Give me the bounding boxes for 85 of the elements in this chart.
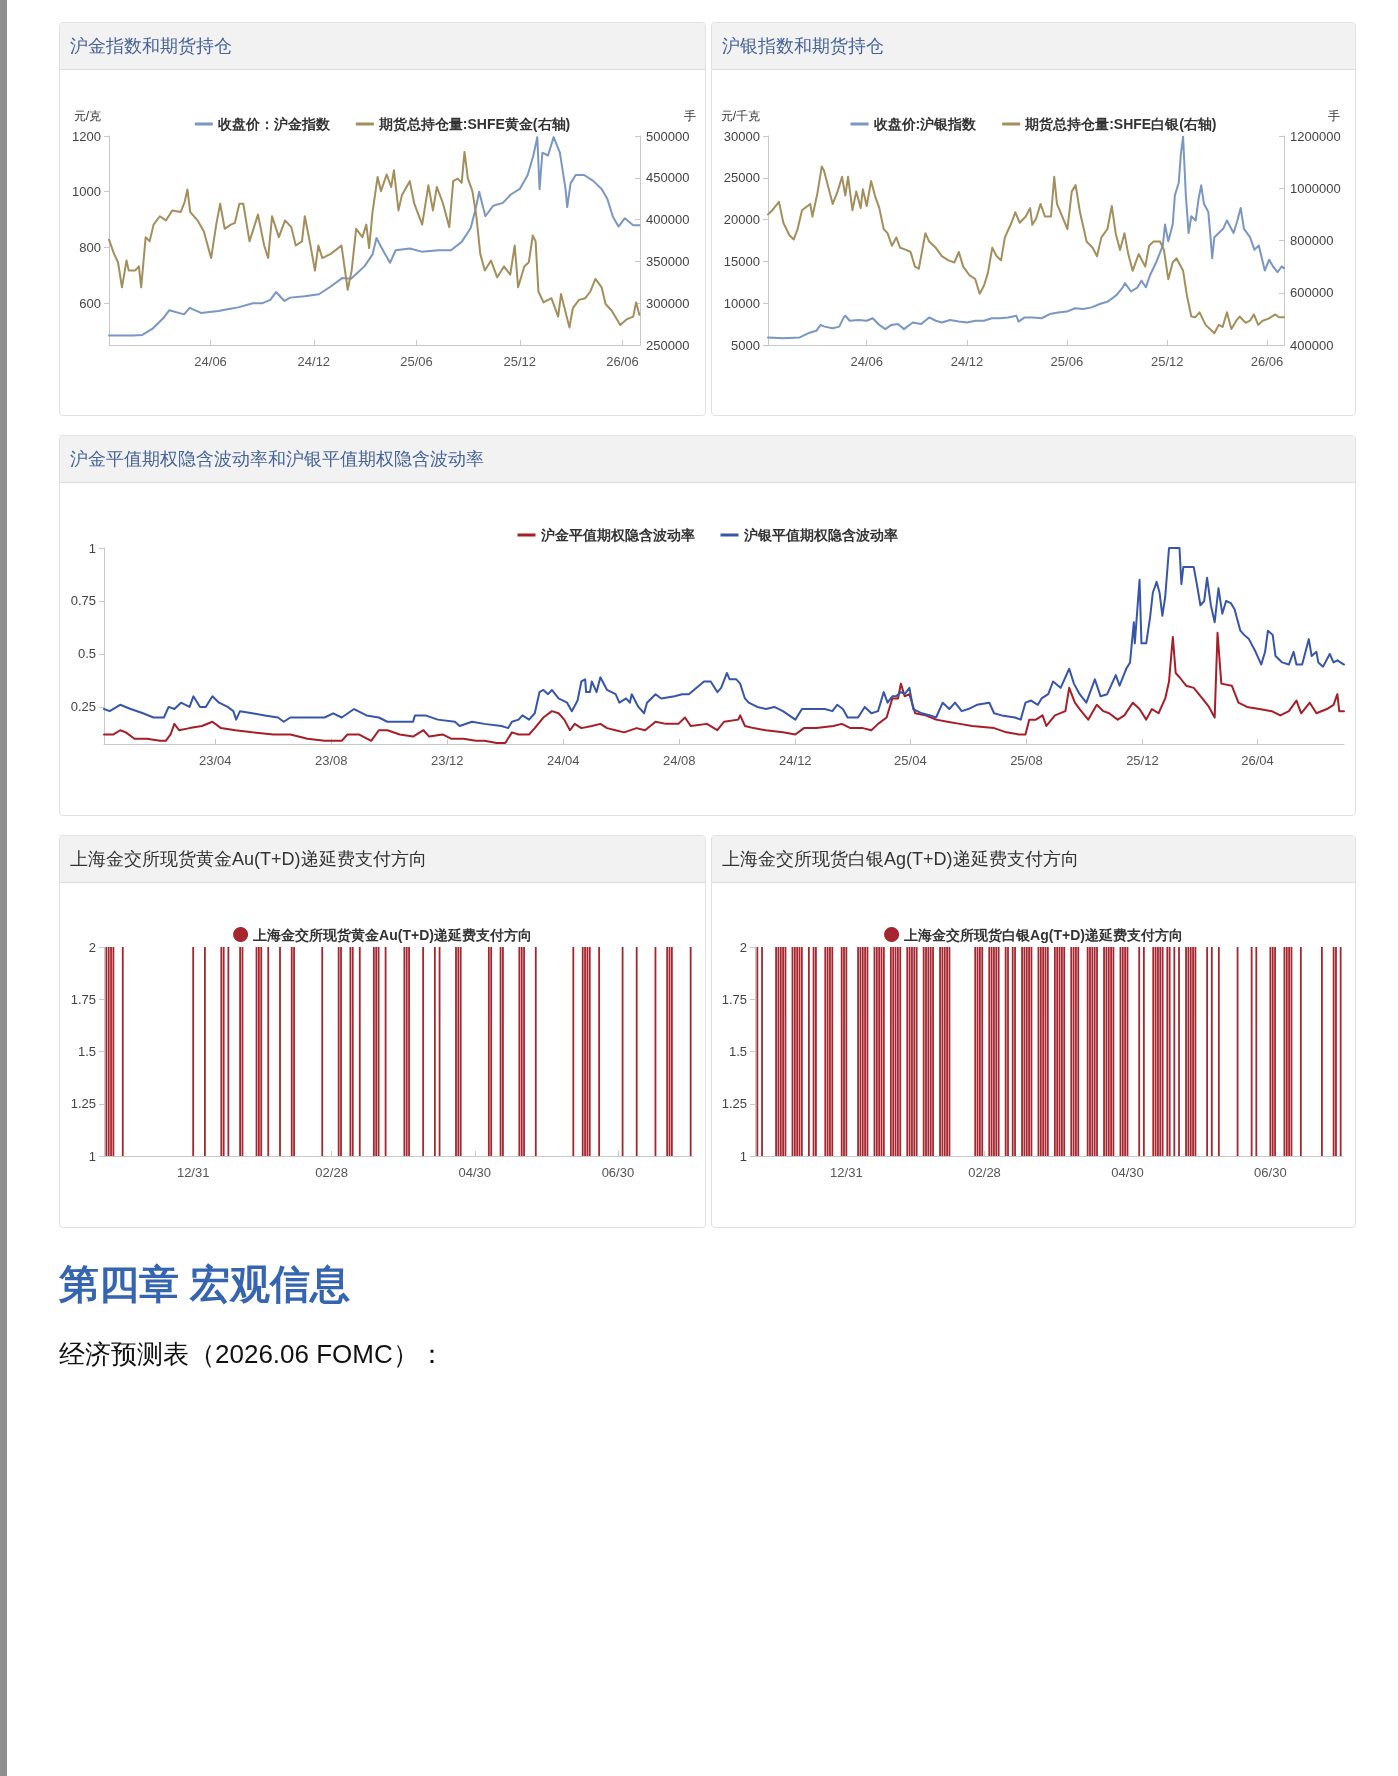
x-tick-label: 24/06 (850, 354, 883, 369)
y-tick-label: 10000 (723, 295, 760, 311)
text: 经济预测表（2026.06 FOMC）： (59, 1338, 445, 1371)
y-tick-label: 15000 (723, 253, 760, 269)
y2-tick-label: 1000000 (1290, 180, 1341, 196)
x-tick-label: 24/04 (547, 753, 580, 768)
y-tick-label: 0.25 (70, 699, 96, 715)
y-tick-label: 1 (88, 540, 96, 556)
x-tick-label: 24/06 (194, 354, 227, 369)
chart-title: 上海金交所现货黄金Au(T+D)递延费支付方向 (70, 848, 427, 871)
y-tick-label: 2 (88, 939, 96, 955)
y2-tick-label: 450000 (646, 170, 690, 186)
x-tick-label: 26/06 (1250, 354, 1284, 369)
legend-label: 收盘价：沪金指数 (217, 116, 331, 132)
y2-tick-label: 500000 (646, 128, 690, 144)
legend-label: 上海金交所现货黄金Au(T+D)递延费支付方向 (252, 926, 532, 943)
y2-tick-label: 600000 (1290, 285, 1334, 301)
y-tick-label: 600 (79, 295, 101, 311)
y-tick-label: 1200 (72, 128, 101, 144)
x-tick-label: 24/12 (950, 354, 984, 369)
y2-axis-title: 手 (1328, 109, 1340, 123)
line-series (103, 547, 1345, 730)
x-tick-label: 25/12 (1150, 354, 1184, 369)
legend-label: 沪金平值期权隐含波动率 (539, 527, 695, 543)
chart-title: 沪金指数和期货持仓 (70, 35, 232, 58)
y-axis-title: 元/千克 (720, 109, 760, 123)
x-tick-label: 25/06 (1050, 354, 1084, 369)
legend-label: 沪银平值期权隐含波动率 (742, 527, 898, 543)
x-tick-label: 06/30 (1254, 1165, 1287, 1180)
y-tick-label: 1 (739, 1148, 747, 1164)
y-tick-label: 1.5 (77, 1044, 96, 1059)
x-tick-label: 24/08 (663, 753, 696, 768)
y2-tick-label: 800000 (1290, 233, 1334, 248)
y-tick-label: 1000 (72, 184, 101, 200)
x-tick-label: 25/06 (400, 354, 433, 369)
x-tick-label: 04/30 (458, 1165, 492, 1180)
line-series (767, 165, 1285, 335)
text: 第四章 宏观信息 (59, 1261, 352, 1308)
x-tick-label: 26/04 (1241, 753, 1274, 768)
legend-label: 收盘价:沪银指数 (873, 116, 978, 132)
legend-label: 期货总持仓量:SHFE黄金(右轴) (377, 116, 571, 132)
x-tick-label: 25/12 (503, 354, 537, 369)
chart-title: 沪银指数和期货持仓 (722, 35, 884, 58)
x-tick-label: 04/30 (1111, 1165, 1144, 1180)
y-tick-label: 1.75 (721, 991, 747, 1007)
y-tick-label: 25000 (723, 170, 760, 186)
y-tick-label: 5000 (731, 337, 760, 353)
y-tick-label: 800 (79, 239, 101, 255)
x-tick-label: 02/28 (315, 1165, 348, 1180)
y-tick-label: 1.25 (721, 1096, 747, 1112)
y2-tick-label: 350000 (646, 253, 690, 269)
y-tick-label: 1.5 (728, 1044, 747, 1059)
y2-tick-label: 1200000 (1290, 128, 1341, 144)
x-tick-label: 12/31 (176, 1165, 210, 1180)
y-tick-label: 0.75 (70, 593, 96, 609)
x-tick-label: 02/28 (968, 1165, 1001, 1180)
y2-tick-label: 400000 (646, 212, 690, 228)
x-tick-label: 25/12 (1126, 753, 1159, 768)
legend-label: 上海金交所现货白银Ag(T+D)递延费支付方向 (903, 926, 1183, 943)
y2-axis-title: 手 (684, 109, 696, 123)
legend-label: 期货总持仓量:SHFE白银(右轴) (1024, 116, 1217, 132)
y-tick-label: 30000 (723, 128, 760, 144)
y-tick-label: 1.25 (70, 1096, 96, 1112)
y-tick-label: 2 (739, 939, 747, 955)
line-series (767, 135, 1285, 340)
x-tick-label: 23/08 (315, 753, 348, 768)
y-tick-label: 1 (88, 1148, 96, 1164)
x-tick-label: 06/30 (601, 1165, 635, 1180)
y2-tick-label: 300000 (646, 295, 690, 311)
x-tick-label: 23/12 (431, 753, 464, 768)
chart-title: 沪金平值期权隐含波动率和沪银平值期权隐含波动率 (70, 448, 484, 471)
y-tick-label: 1.75 (70, 991, 96, 1007)
x-tick-label: 24/12 (297, 354, 331, 369)
chart-title: 上海金交所现货白银Ag(T+D)递延费支付方向 (722, 848, 1079, 871)
y-axis-title: 元/克 (73, 109, 101, 123)
x-tick-label: 25/04 (894, 753, 927, 768)
x-tick-label: 25/08 (1010, 753, 1043, 768)
y-tick-label: 0.5 (77, 646, 96, 662)
y-tick-label: 20000 (723, 212, 760, 228)
x-tick-label: 23/04 (198, 753, 232, 768)
y2-tick-label: 250000 (646, 337, 690, 353)
x-tick-label: 26/06 (606, 354, 639, 369)
x-tick-label: 12/31 (830, 1165, 863, 1180)
x-tick-label: 24/12 (779, 753, 812, 768)
y2-tick-label: 400000 (1290, 337, 1334, 353)
